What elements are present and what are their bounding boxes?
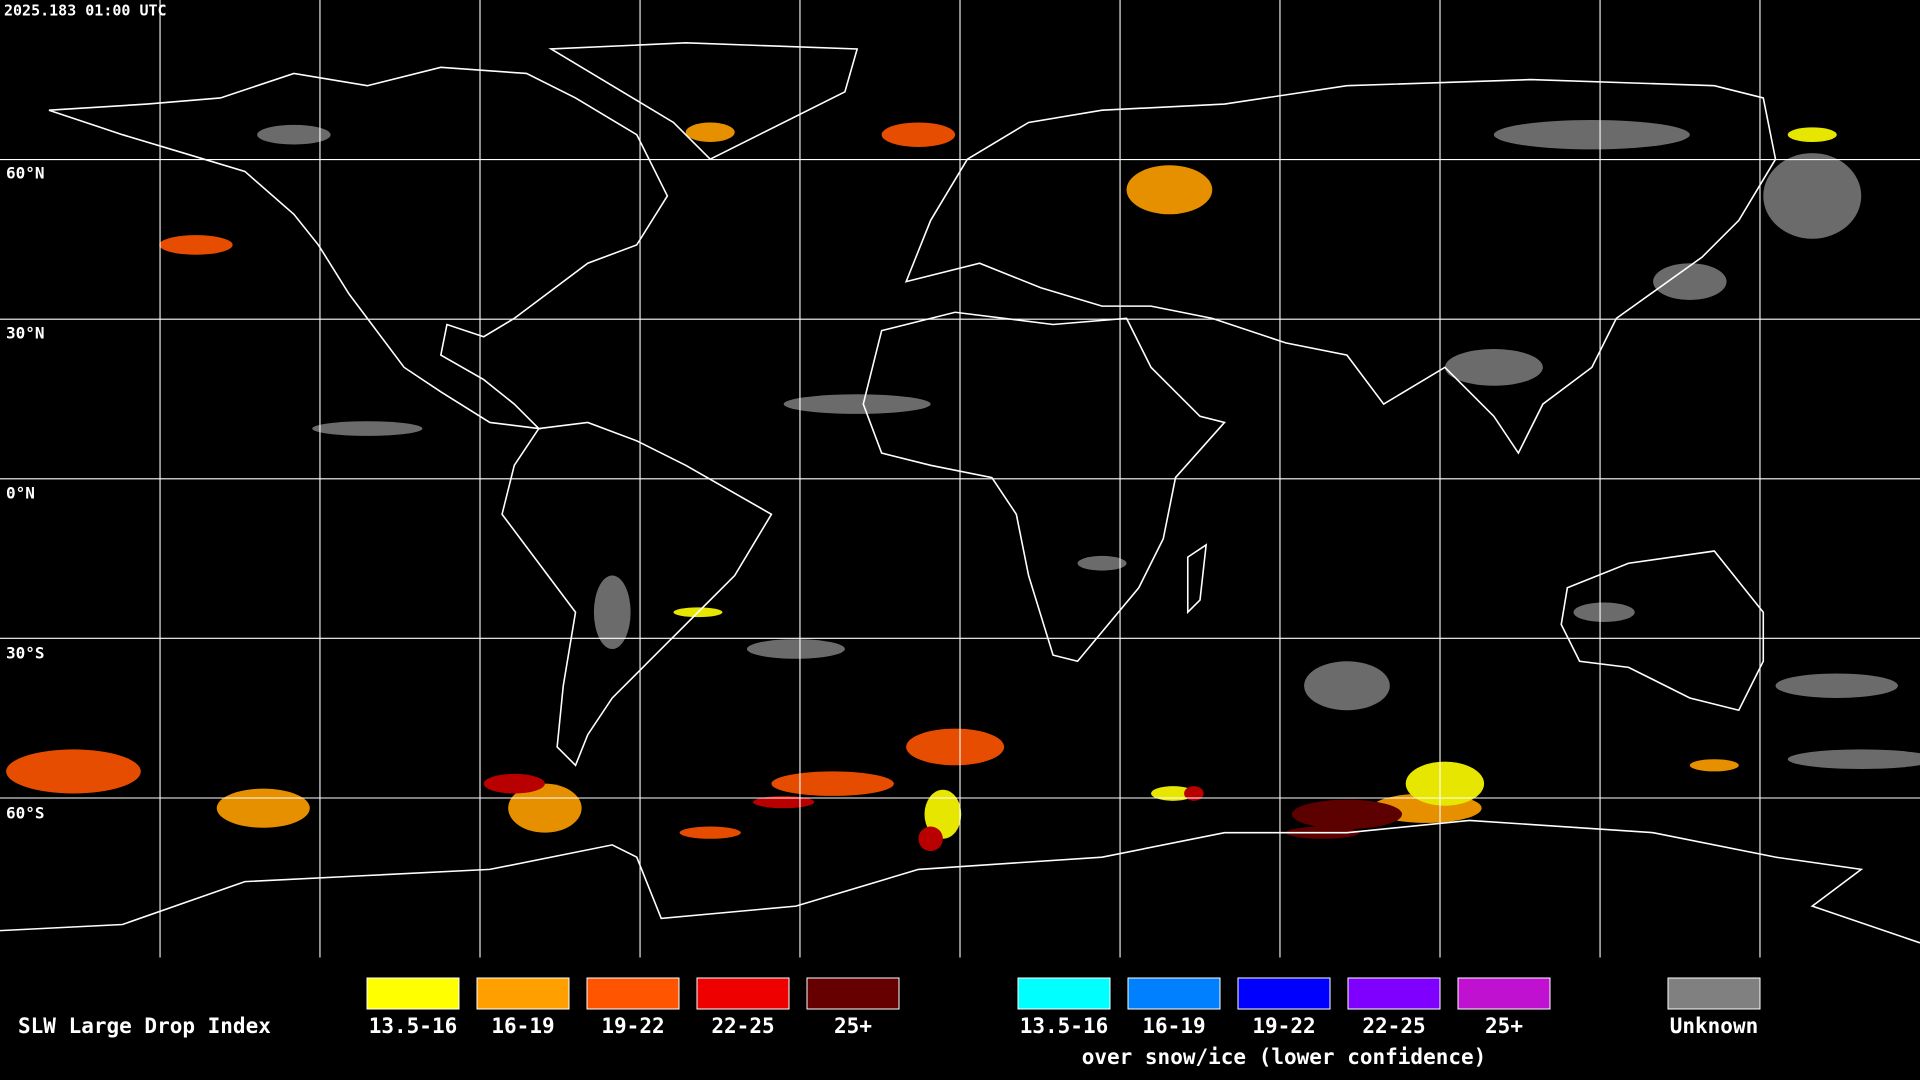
coastlines — [0, 42, 1920, 944]
latitude-label: 60°N — [6, 164, 45, 183]
legend-label: 25+ — [1485, 1014, 1523, 1038]
legend-label: 13.5-16 — [1020, 1014, 1109, 1038]
legend-swatch — [366, 977, 460, 1010]
legend-swatch — [586, 977, 680, 1010]
legend-label: 22-25 — [1362, 1014, 1425, 1038]
legend-swatch — [1667, 977, 1761, 1010]
map — [0, 0, 1920, 958]
graticule — [0, 0, 1920, 958]
legend-label: 16-19 — [1142, 1014, 1205, 1038]
legend-swatch — [1127, 977, 1221, 1010]
legend-label: 22-25 — [711, 1014, 774, 1038]
legend-note: over snow/ice (lower confidence) — [1082, 1045, 1487, 1069]
legend-swatch — [806, 977, 900, 1010]
latitude-label: 0°N — [6, 484, 35, 503]
legend-label: 16-19 — [491, 1014, 554, 1038]
legend-label: 25+ — [834, 1014, 872, 1038]
latitude-label: 60°S — [6, 804, 45, 823]
legend-swatch — [1347, 977, 1441, 1010]
legend-label: Unknown — [1670, 1014, 1759, 1038]
legend-swatch — [696, 977, 790, 1010]
latitude-label: 30°S — [6, 644, 45, 663]
latitude-label: 30°N — [6, 324, 45, 343]
timestamp: 2025.183 01:00 UTC — [4, 2, 167, 20]
legend-label: 19-22 — [601, 1014, 664, 1038]
legend-title: SLW Large Drop Index — [18, 1014, 271, 1038]
legend-swatch — [476, 977, 570, 1010]
legend-label: 13.5-16 — [369, 1014, 458, 1038]
legend-label: 19-22 — [1252, 1014, 1315, 1038]
legend-swatch — [1237, 977, 1331, 1010]
data-patches — [6, 120, 1920, 852]
legend-swatch — [1017, 977, 1111, 1010]
legend-swatch — [1457, 977, 1551, 1010]
